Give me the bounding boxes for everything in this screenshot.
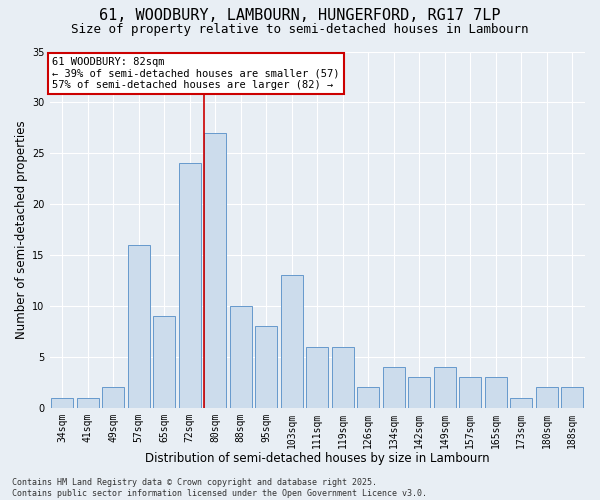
Bar <box>103 388 124 407</box>
Bar <box>511 398 532 407</box>
Bar <box>536 388 557 407</box>
Y-axis label: Number of semi-detached properties: Number of semi-detached properties <box>15 120 28 339</box>
Bar <box>281 276 302 407</box>
Bar <box>77 398 98 407</box>
Bar <box>562 388 583 407</box>
Text: 61 WOODBURY: 82sqm
← 39% of semi-detached houses are smaller (57)
57% of semi-de: 61 WOODBURY: 82sqm ← 39% of semi-detache… <box>52 57 340 90</box>
Bar <box>434 367 455 408</box>
Bar <box>358 388 379 407</box>
Bar <box>230 306 251 408</box>
Text: 61, WOODBURY, LAMBOURN, HUNGERFORD, RG17 7LP: 61, WOODBURY, LAMBOURN, HUNGERFORD, RG17… <box>99 8 501 22</box>
Bar <box>460 377 481 408</box>
Bar <box>409 377 430 408</box>
Bar <box>485 377 506 408</box>
Bar <box>256 326 277 407</box>
Bar <box>154 316 175 408</box>
Bar <box>332 346 353 408</box>
Bar <box>128 245 149 408</box>
Bar <box>383 367 404 408</box>
Bar <box>307 346 328 408</box>
Bar <box>52 398 73 407</box>
X-axis label: Distribution of semi-detached houses by size in Lambourn: Distribution of semi-detached houses by … <box>145 452 490 465</box>
Text: Size of property relative to semi-detached houses in Lambourn: Size of property relative to semi-detach… <box>71 22 529 36</box>
Bar <box>205 133 226 407</box>
Bar <box>179 164 200 408</box>
Text: Contains HM Land Registry data © Crown copyright and database right 2025.
Contai: Contains HM Land Registry data © Crown c… <box>12 478 427 498</box>
